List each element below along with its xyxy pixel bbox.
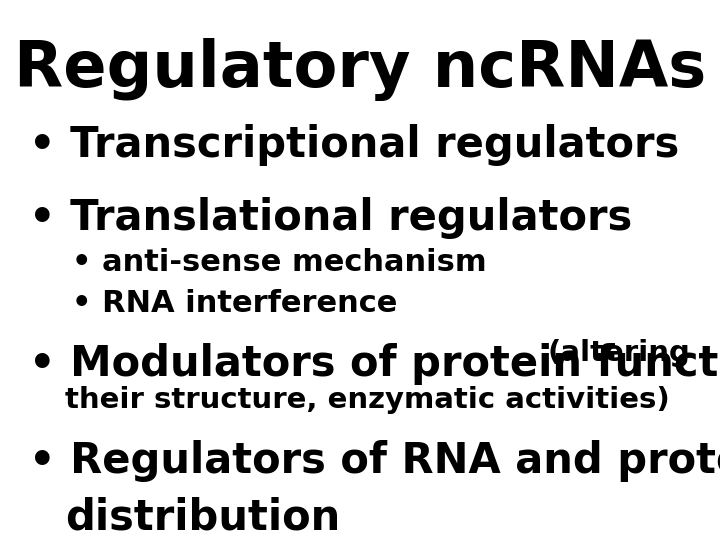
Text: • Transcriptional regulators: • Transcriptional regulators bbox=[29, 124, 679, 166]
Text: • anti-sense mechanism: • anti-sense mechanism bbox=[72, 248, 487, 278]
Text: their structure, enzymatic activities): their structure, enzymatic activities) bbox=[65, 386, 670, 414]
Text: • RNA interference: • RNA interference bbox=[72, 289, 397, 318]
Text: • Modulators of protein function: • Modulators of protein function bbox=[29, 343, 720, 385]
Text: • Translational regulators: • Translational regulators bbox=[29, 197, 632, 239]
Text: Regulatory ncRNAs: Regulatory ncRNAs bbox=[14, 38, 706, 101]
Text: (altering: (altering bbox=[547, 339, 690, 367]
Text: • Regulators of RNA and protein: • Regulators of RNA and protein bbox=[29, 440, 720, 482]
Text: distribution: distribution bbox=[65, 497, 340, 539]
